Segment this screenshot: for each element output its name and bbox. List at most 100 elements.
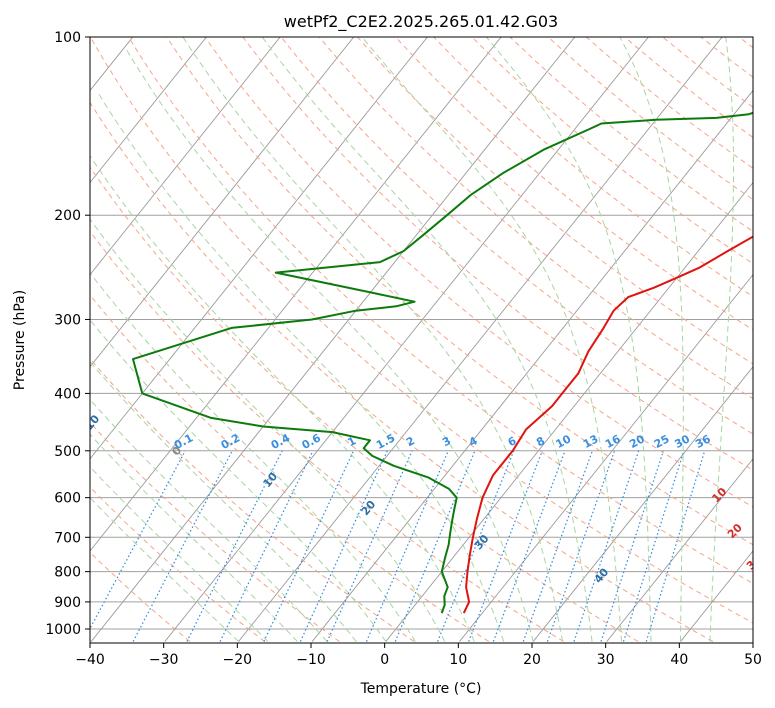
line-labels: 0.10.20.40.611.52346810131620253036-100-… <box>90 412 775 603</box>
moist-adiabat-line <box>90 218 446 642</box>
y-tick-label: 200 <box>54 208 81 224</box>
dry-adiabat-line <box>357 37 753 365</box>
isotherm-line <box>532 366 753 642</box>
mixing-ratio-label: 25 <box>652 432 672 451</box>
chart-title: wetPf2_C2E2.2025.265.01.42.G03 <box>284 12 558 32</box>
mixing-ratio-label: 13 <box>581 432 601 451</box>
y-tick-label: 700 <box>54 530 81 546</box>
x-tick-label: −40 <box>75 652 105 668</box>
isotherm-line <box>606 458 753 642</box>
mixing-ratio-lines <box>90 450 706 642</box>
moist-adiabat-line <box>361 37 623 642</box>
dry-adiabat-line <box>509 37 753 232</box>
moist-adiabat-label: 10 <box>709 485 729 505</box>
isotherm-line <box>680 550 753 642</box>
mixing-ratio-label: 20 <box>627 432 647 451</box>
y-tick-label: 100 <box>54 30 81 46</box>
moist-adiabat-line <box>98 94 505 642</box>
dry-adiabat-line <box>204 37 753 508</box>
moist-adiabat-line <box>182 37 564 642</box>
moist-adiabat-line <box>90 497 239 642</box>
moist-adiabat-line <box>125 49 534 642</box>
mixing-ratio-line <box>394 450 476 642</box>
dry-adiabat-line <box>318 37 753 400</box>
y-axis-ticks: 100 200 300 400 500 600 700 800 900 1000 <box>45 30 90 638</box>
dry-adiabat-line <box>90 551 191 642</box>
isotherm-line <box>164 37 649 642</box>
isotherm-line <box>311 89 753 642</box>
moist-adiabat-line <box>90 398 328 642</box>
moist-adiabat-line <box>261 37 593 642</box>
dry-adiabat-line <box>90 101 714 642</box>
isotherm-line <box>90 37 355 368</box>
y-tick-label: 600 <box>54 491 81 507</box>
y-tick-label: 900 <box>54 595 81 611</box>
y-tick-label: 400 <box>54 386 81 402</box>
moist-adiabat-line <box>90 360 357 642</box>
mixing-ratio-label: 2 <box>404 434 417 449</box>
temperature-profile-line <box>462 235 753 614</box>
moist-adiabat-line <box>90 154 475 642</box>
dry-adiabat-line <box>90 230 564 642</box>
isobar-grid <box>90 37 753 630</box>
x-tick-label: 30 <box>597 652 615 668</box>
moist-adiabat-line <box>619 37 684 642</box>
moist-adiabat-line <box>709 37 734 642</box>
dry-adiabat-line <box>624 37 753 139</box>
dry-adiabat-line <box>166 37 753 546</box>
x-tick-label: 40 <box>670 652 688 668</box>
mixing-ratio-label: 0.4 <box>269 431 293 452</box>
dry-adiabat-line <box>700 37 753 78</box>
dry-adiabat-line <box>90 357 415 642</box>
moist-adiabat-label: 40 <box>763 583 775 603</box>
x-axis-ticks: −40 −30 −20 −10 0 10 20 30 40 50 <box>75 643 762 668</box>
y-tick-label: 500 <box>54 444 81 460</box>
mixing-ratio-line <box>573 450 640 642</box>
mixing-ratio-line <box>365 450 449 642</box>
dry-adiabat-line <box>471 37 753 265</box>
dry-adiabat-line <box>90 421 340 642</box>
dry-adiabat-line <box>90 166 639 642</box>
mixing-ratio-label: 6 <box>506 434 519 449</box>
dry-adiabat-line <box>395 37 753 331</box>
y-tick-label: 300 <box>54 312 81 328</box>
x-tick-label: 20 <box>523 652 541 668</box>
mixing-ratio-label: 1.5 <box>374 431 397 452</box>
y-tick-label: 800 <box>54 565 81 581</box>
dry-adiabats <box>90 37 753 642</box>
sounding-profiles <box>132 111 753 614</box>
y-axis-label: Pressure (hPa) <box>12 290 28 390</box>
moist-adiabats <box>90 37 734 642</box>
x-tick-label: −20 <box>223 652 253 668</box>
isotherm-grid <box>90 37 775 642</box>
isotherm-line <box>90 37 207 184</box>
plot-frame <box>89 36 754 644</box>
x-tick-label: −10 <box>296 652 326 668</box>
mixing-ratio-line <box>326 450 413 642</box>
mixing-ratio-line <box>622 450 685 642</box>
moist-adiabat-line <box>90 319 387 642</box>
mixing-ratio-label: 0.2 <box>219 431 242 452</box>
isotherm-line <box>90 37 502 552</box>
isotherm-line <box>90 37 428 460</box>
isotherm-line <box>238 37 723 642</box>
mixing-ratio-label: 16 <box>603 432 623 451</box>
mixing-ratio-line <box>90 450 186 630</box>
x-tick-label: 50 <box>744 652 762 668</box>
mixing-ratio-line <box>263 450 355 642</box>
y-tick-label: 1000 <box>45 622 81 638</box>
mixing-ratio-label: 30 <box>672 432 692 451</box>
isotherm-line <box>754 37 775 642</box>
x-tick-label: −30 <box>149 652 179 668</box>
dewpoint-profile-line <box>132 111 753 614</box>
isotherm-line <box>459 273 753 642</box>
mixing-ratio-line <box>299 450 388 642</box>
x-tick-label: 10 <box>449 652 467 668</box>
dry-adiabat-line <box>128 37 753 584</box>
dry-adiabat-line <box>90 294 490 642</box>
isotherm-line <box>385 181 753 642</box>
mixing-ratio-label: 10 <box>554 432 574 451</box>
isotherm-line <box>90 37 576 642</box>
dry-adiabat-line <box>280 37 753 435</box>
